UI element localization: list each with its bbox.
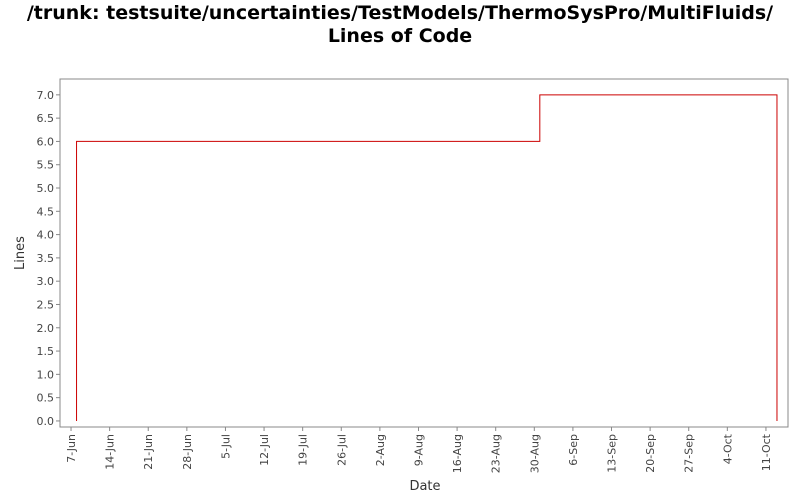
y-tick-label: 6.0 xyxy=(37,135,55,148)
x-tick-label: 13-Sep xyxy=(606,434,619,473)
y-tick-label: 0.0 xyxy=(37,415,55,428)
x-tick-label: 9-Aug xyxy=(412,434,425,466)
y-tick-label: 1.0 xyxy=(37,368,55,381)
y-tick-label: 2.5 xyxy=(37,298,55,311)
x-tick-label: 30-Aug xyxy=(528,434,541,473)
plot-area xyxy=(59,78,789,428)
x-tick-label: 21-Jun xyxy=(142,434,155,470)
x-tick-label: 11-Oct xyxy=(760,433,773,471)
chart-title: /trunk: testsuite/uncertainties/TestMode… xyxy=(26,2,774,47)
x-tick-label: 16-Aug xyxy=(451,434,464,473)
x-tick-label: 27-Sep xyxy=(683,434,696,473)
x-tick-label: 6-Sep xyxy=(567,434,580,466)
line xyxy=(76,94,778,421)
y-tick-label: 4.5 xyxy=(37,205,55,218)
y-axis-title: Lines xyxy=(13,236,28,270)
x-tick-label: 12-Jul xyxy=(258,434,271,466)
x-tick-label: 26-Jul xyxy=(335,434,348,466)
y-tick-label: 5.0 xyxy=(37,182,55,195)
y-tick-label: 1.5 xyxy=(37,345,55,358)
x-tick-label: 7-Jun xyxy=(65,434,78,463)
y-tick-label: 5.5 xyxy=(37,159,55,172)
y-tick-label: 3.0 xyxy=(37,275,55,288)
x-tick-label: 28-Jun xyxy=(181,434,194,470)
x-tick-label: 23-Aug xyxy=(490,434,503,473)
y-tick-label: 4.0 xyxy=(37,229,55,242)
y-tick-label: 6.5 xyxy=(37,112,55,125)
x-tick-label: 19-Jul xyxy=(297,434,310,466)
x-tick-label: 14-Jun xyxy=(104,434,117,470)
x-tick-label: 5-Jul xyxy=(219,434,232,459)
y-tick-label: 7.0 xyxy=(37,89,55,102)
y-tick-label: 2.0 xyxy=(37,322,55,335)
x-tick-label: 4-Oct xyxy=(721,433,734,464)
x-axis-title: Date xyxy=(409,479,440,494)
x-tick-label: 2-Aug xyxy=(374,434,387,466)
x-tick-label: 20-Sep xyxy=(644,434,657,473)
y-tick-label: 3.5 xyxy=(37,252,55,265)
y-tick-label: 0.5 xyxy=(37,392,55,405)
